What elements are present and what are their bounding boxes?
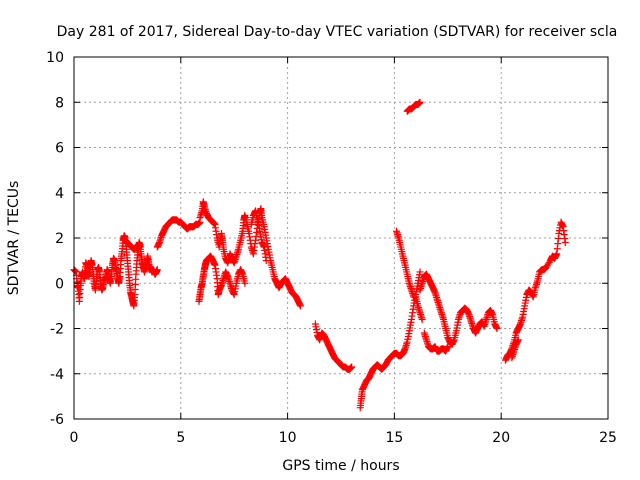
data-point (416, 268, 424, 276)
chart-title: Day 281 of 2017, Sidereal Day-to-day VTE… (57, 24, 618, 40)
y-tick-label: 2 (55, 231, 64, 247)
x-tick-label: 0 (70, 430, 79, 446)
x-tick-label: 20 (492, 430, 510, 446)
y-tick-label: 10 (46, 50, 64, 66)
data-point (416, 98, 424, 106)
y-tick-label: -4 (50, 367, 64, 383)
data-point (444, 343, 452, 351)
y-tick-label: 4 (55, 186, 64, 202)
data-point (348, 363, 356, 371)
data-point (296, 302, 304, 310)
x-tick-label: 15 (385, 430, 403, 446)
data-point (514, 336, 522, 344)
x-tick-label: 25 (599, 430, 617, 446)
y-axis-label: SDTVAR / TECUs (6, 181, 22, 296)
data-point (241, 279, 249, 287)
data-point (493, 325, 501, 332)
data-point (561, 239, 569, 247)
y-tick-label: 6 (55, 141, 64, 157)
y-tick-label: -2 (50, 322, 64, 338)
data-point (153, 266, 161, 274)
data-point (418, 315, 426, 323)
y-tick-label: 0 (55, 276, 64, 292)
data-point (262, 257, 270, 265)
x-tick-label: 5 (176, 430, 185, 446)
data-point (136, 241, 144, 249)
y-tick-label: -6 (50, 412, 64, 428)
y-tick-label: 8 (55, 95, 64, 111)
x-axis-label: GPS time / hours (282, 458, 399, 474)
x-tick-label: 10 (279, 430, 297, 446)
data-points (70, 98, 569, 412)
axis-ticks: 0 5 10 15 20 25 -6 -4 -2 0 2 4 6 8 10 (46, 50, 617, 446)
